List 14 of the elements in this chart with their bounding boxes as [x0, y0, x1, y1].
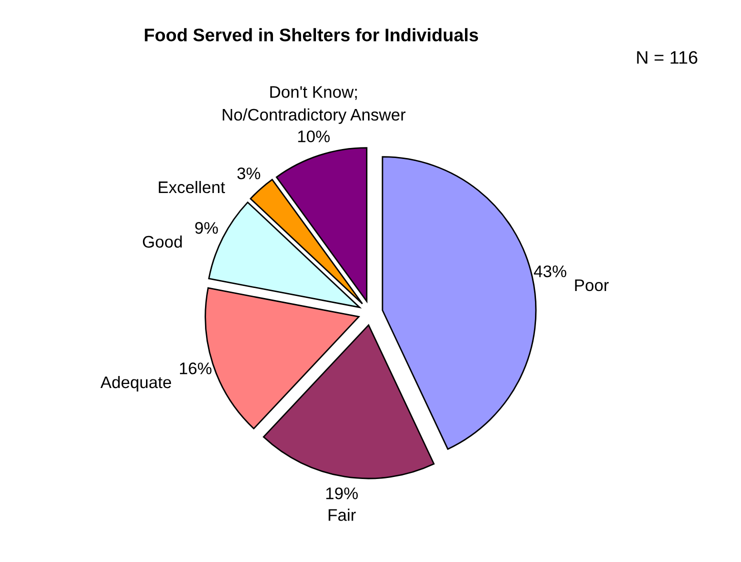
data-label: 9%	[195, 222, 218, 234]
slice-label: Fair	[328, 508, 356, 521]
slice-label: Excellent	[158, 180, 226, 194]
data-label: 16%	[180, 362, 212, 374]
slice-label: Adequate	[100, 376, 172, 392]
chart-title: Food Served in Shelters for Individuals	[144, 28, 478, 42]
text: N = 116	[637, 51, 698, 64]
data-label: 43%	[534, 265, 566, 278]
data-label: 19%	[326, 487, 358, 500]
data-label: 3%	[237, 167, 260, 180]
slice-label: Poor	[575, 280, 609, 292]
slice-label: Good	[142, 235, 182, 248]
data-label: 10%	[298, 130, 330, 142]
slice-label: Don't Know; No/Contradictory Answer	[222, 86, 406, 124]
